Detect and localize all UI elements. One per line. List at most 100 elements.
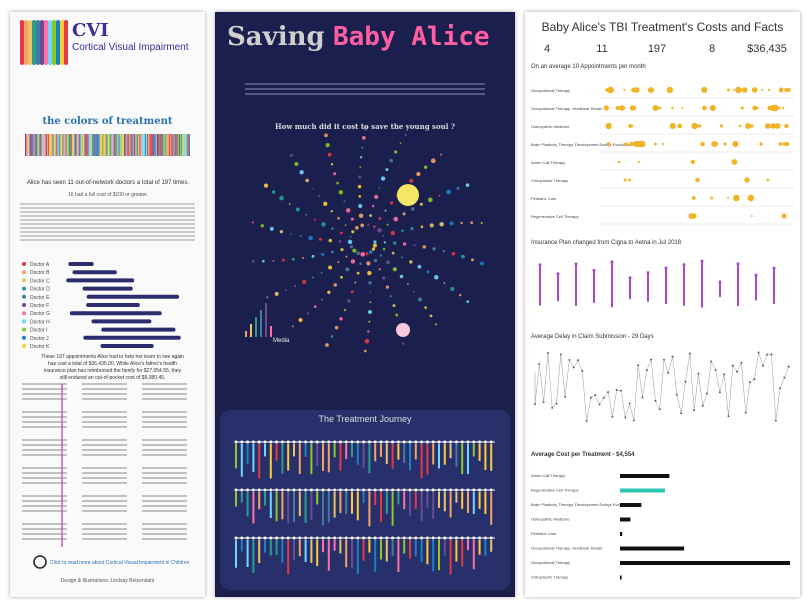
journey-stripe	[490, 444, 493, 471]
journey-dot	[286, 536, 290, 540]
doctor-bar	[91, 319, 152, 324]
journey-stripe	[316, 492, 319, 505]
spiral-dot	[374, 194, 379, 199]
delay-line	[556, 354, 562, 404]
journey-stripe	[374, 444, 377, 462]
spiral-dot	[302, 257, 305, 259]
spiral-dot	[272, 260, 275, 262]
cvi-panel: Doctor A Doctor B Doctor C Doctor D Doctor E…	[10, 12, 205, 597]
journey-dot	[240, 488, 244, 492]
journey-dot	[280, 440, 284, 444]
treatment-stripe	[102, 134, 103, 156]
treatment-stripe	[143, 134, 145, 156]
treatment-stripe	[54, 134, 56, 156]
link[interactable]: Click to read more about Cortical Visual…	[50, 560, 190, 566]
spiral-dot	[480, 221, 483, 225]
doctor-dot	[22, 319, 26, 324]
spiral-dot	[382, 234, 385, 237]
treatment-stripe	[185, 134, 187, 156]
journey-stripe	[240, 540, 243, 552]
treatment-stripe	[132, 134, 134, 156]
journey-stripe	[322, 540, 324, 553]
journey-stripe	[246, 540, 249, 567]
treatment-stripe	[72, 134, 74, 156]
treatment-stripe	[51, 134, 53, 156]
treatment-stripe	[188, 134, 190, 156]
appointment-dot	[768, 124, 772, 128]
treatment-stripe	[119, 134, 121, 156]
journey-dot	[309, 440, 313, 444]
doctor-label: Doctor I	[30, 328, 48, 334]
spiral-dot	[383, 241, 386, 244]
media-bar	[250, 324, 252, 337]
journey-stripe	[293, 492, 295, 522]
claim-dot	[538, 263, 542, 267]
delay-dot	[585, 419, 588, 422]
treatment-label: Brain Plasticity Therapy, Development De…	[531, 142, 632, 147]
spiral-dot	[399, 274, 404, 279]
journey-stripe	[455, 540, 458, 562]
spiral-dot	[281, 258, 285, 262]
spiral-dot	[352, 248, 357, 253]
spiral-dot	[359, 166, 362, 168]
kpi: 197	[648, 43, 666, 55]
appointment-dot	[761, 88, 764, 92]
treatment-stripe	[135, 134, 136, 156]
treatment-stripe	[174, 134, 176, 156]
doctor-bar	[66, 278, 135, 283]
journey-stripe	[484, 492, 487, 514]
journey-dot	[292, 488, 296, 492]
appointment-dot	[637, 160, 640, 164]
journey-stripe	[235, 444, 237, 469]
treatment-label: Osteopathic Medicine	[531, 124, 570, 129]
spiral-dot	[290, 233, 292, 235]
treatment-stripe	[53, 134, 55, 156]
treatment-stripe	[81, 134, 83, 156]
treatment-stripe	[155, 134, 157, 156]
treatment-stripe	[56, 134, 58, 156]
treatment-stripe	[175, 134, 177, 156]
journey-stripe	[333, 540, 336, 551]
treatment-stripe	[170, 134, 172, 156]
spiral-dot	[389, 201, 394, 205]
journey-stripe	[467, 492, 469, 514]
journey-dot	[414, 536, 418, 540]
spiral-dot	[354, 281, 357, 284]
spiral-dot	[251, 221, 254, 224]
delay-dot	[667, 372, 670, 375]
spiral-dot	[401, 342, 405, 346]
treatment-stripe	[58, 134, 59, 156]
spiral-dot	[306, 312, 310, 315]
treatment-stripe	[61, 134, 63, 156]
delay-line	[706, 361, 712, 394]
delay-line	[650, 359, 656, 401]
treatment-stripe	[27, 134, 29, 156]
cost-label: Brain Plasticity Therapy, Development De…	[531, 502, 632, 507]
journey-dot	[234, 440, 238, 444]
spiral-dot	[371, 204, 375, 208]
spiral-dot	[361, 135, 366, 140]
delay-dot	[559, 353, 562, 356]
appointment-dot	[677, 123, 683, 129]
spiral-dot	[285, 289, 287, 292]
journey-dot	[460, 488, 464, 492]
appointment-dot	[623, 88, 626, 92]
treatment-stripe	[124, 134, 125, 156]
journey-stripe	[443, 444, 446, 465]
journey-dot	[478, 536, 482, 540]
spiral-dot	[382, 248, 386, 251]
appointment-dot	[603, 105, 609, 111]
journey-stripe	[467, 540, 469, 551]
appointment-dot	[782, 142, 786, 146]
journey-dot	[443, 440, 447, 444]
journey-dot	[263, 536, 267, 540]
spiral-dot	[449, 221, 454, 226]
doctor-dot	[22, 278, 26, 283]
spiral-dot	[363, 125, 368, 131]
spiral-dot	[263, 183, 269, 188]
spiral-dot	[426, 270, 430, 274]
journey-dot	[449, 536, 453, 540]
treatment-stripe	[49, 134, 51, 156]
spiral-dot	[401, 229, 404, 233]
brain-stripe	[28, 20, 32, 65]
